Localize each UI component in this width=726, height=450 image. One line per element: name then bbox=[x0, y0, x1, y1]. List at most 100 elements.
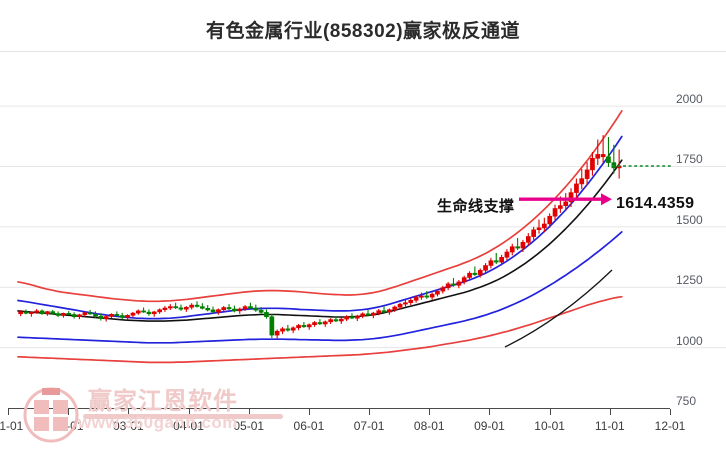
candle-body bbox=[290, 327, 296, 331]
candle-body bbox=[574, 183, 579, 193]
candle-body bbox=[317, 322, 323, 325]
candle-body bbox=[606, 156, 611, 163]
candle-body bbox=[312, 322, 317, 326]
x-axis-tick bbox=[128, 409, 130, 415]
candle-body bbox=[419, 295, 424, 298]
x-axis-tick-label: 07-01 bbox=[353, 419, 385, 433]
candle-body bbox=[135, 310, 141, 314]
candle-body bbox=[403, 302, 408, 305]
candle-body bbox=[301, 325, 307, 328]
candle-body bbox=[55, 313, 61, 316]
price-chart bbox=[0, 52, 726, 400]
candle-body bbox=[579, 178, 585, 185]
candle-body bbox=[349, 316, 355, 319]
x-axis-tick bbox=[549, 409, 551, 415]
candle-body bbox=[71, 314, 77, 318]
candle-body bbox=[93, 313, 98, 317]
band-line bbox=[17, 295, 623, 364]
candle-body bbox=[408, 300, 414, 304]
candle-body bbox=[248, 306, 253, 309]
candle-body bbox=[584, 169, 590, 179]
candle-body bbox=[386, 309, 392, 313]
trend-ray bbox=[504, 269, 613, 348]
candle-body bbox=[50, 311, 56, 314]
support-annotation-value: 1614.4359 bbox=[616, 195, 695, 212]
x-axis-tick-label: 12-01 bbox=[654, 419, 686, 433]
candle-body bbox=[397, 303, 403, 308]
candle-body bbox=[269, 316, 275, 336]
candle-body bbox=[109, 313, 114, 317]
x-axis-tick bbox=[308, 409, 310, 415]
candle-body bbox=[467, 272, 472, 278]
candle-body bbox=[296, 325, 301, 329]
x-axis-tick-label: 04-01 bbox=[173, 419, 204, 433]
candle-body bbox=[130, 312, 136, 316]
candle-body bbox=[82, 312, 88, 315]
candle-body bbox=[451, 283, 456, 286]
band-line bbox=[17, 110, 623, 303]
candle-body bbox=[557, 205, 563, 209]
candle-body bbox=[536, 227, 542, 231]
chart-canvas bbox=[0, 105, 726, 364]
candle-body bbox=[34, 310, 40, 313]
y-axis-tick-label: 750 bbox=[676, 394, 697, 408]
x-axis-tick-label: 06-01 bbox=[293, 419, 325, 433]
candle-body bbox=[18, 311, 24, 315]
candle-body bbox=[285, 328, 291, 331]
candle-body bbox=[445, 283, 451, 289]
candle-body bbox=[280, 328, 285, 332]
candle-body bbox=[141, 310, 146, 313]
candle-body bbox=[525, 236, 531, 243]
candle-body bbox=[114, 313, 120, 316]
candle-body bbox=[194, 304, 200, 307]
candle-body bbox=[39, 310, 45, 315]
candle-body bbox=[509, 246, 515, 253]
candle-body bbox=[226, 307, 232, 310]
candle-body bbox=[45, 311, 50, 315]
candle-body bbox=[274, 330, 280, 336]
candle-body bbox=[392, 306, 398, 311]
candle-body bbox=[590, 158, 595, 171]
y-axis-tick-label: 1500 bbox=[676, 212, 703, 227]
candle-body bbox=[173, 306, 179, 309]
candle-body bbox=[563, 201, 569, 207]
arrow-right-icon bbox=[601, 193, 612, 206]
watermark-bar bbox=[83, 414, 283, 419]
candle-body bbox=[77, 314, 82, 317]
candle-body bbox=[435, 290, 440, 295]
candle-body bbox=[205, 307, 211, 311]
band-line bbox=[17, 231, 623, 344]
x-axis-tick bbox=[369, 409, 371, 415]
candle-body bbox=[531, 229, 536, 237]
y-axis-tick-label: 1000 bbox=[676, 333, 703, 348]
candle-body bbox=[178, 307, 184, 310]
candle-body bbox=[258, 309, 264, 313]
candle-body bbox=[360, 313, 366, 317]
candle-body bbox=[424, 295, 430, 298]
candle-body bbox=[472, 272, 478, 275]
y-axis-tick-label: 2000 bbox=[676, 92, 703, 107]
x-axis-tick bbox=[68, 409, 70, 415]
candle-body bbox=[151, 311, 157, 315]
candle-body bbox=[504, 251, 510, 258]
candle-body bbox=[184, 307, 189, 310]
x-axis-tick bbox=[188, 409, 190, 415]
candle-body bbox=[381, 310, 387, 313]
x-axis-tick-label: 10-01 bbox=[534, 419, 565, 433]
candle-body bbox=[520, 242, 526, 249]
candle-body bbox=[493, 260, 499, 263]
x-axis-tick-label: 09-01 bbox=[474, 419, 505, 433]
candle-body bbox=[552, 208, 558, 217]
x-axis-tick bbox=[8, 409, 9, 415]
candle-body bbox=[61, 312, 66, 316]
candle-body bbox=[483, 265, 488, 271]
candle-body bbox=[322, 321, 328, 325]
candle-body bbox=[157, 309, 163, 313]
candle-body bbox=[461, 277, 467, 283]
candle-body bbox=[333, 319, 339, 322]
candle-body bbox=[146, 311, 152, 315]
y-axis-tick-label: 1750 bbox=[676, 152, 703, 167]
candle-body bbox=[28, 312, 34, 314]
candle-body bbox=[488, 260, 494, 266]
x-axis-tick bbox=[248, 409, 250, 415]
